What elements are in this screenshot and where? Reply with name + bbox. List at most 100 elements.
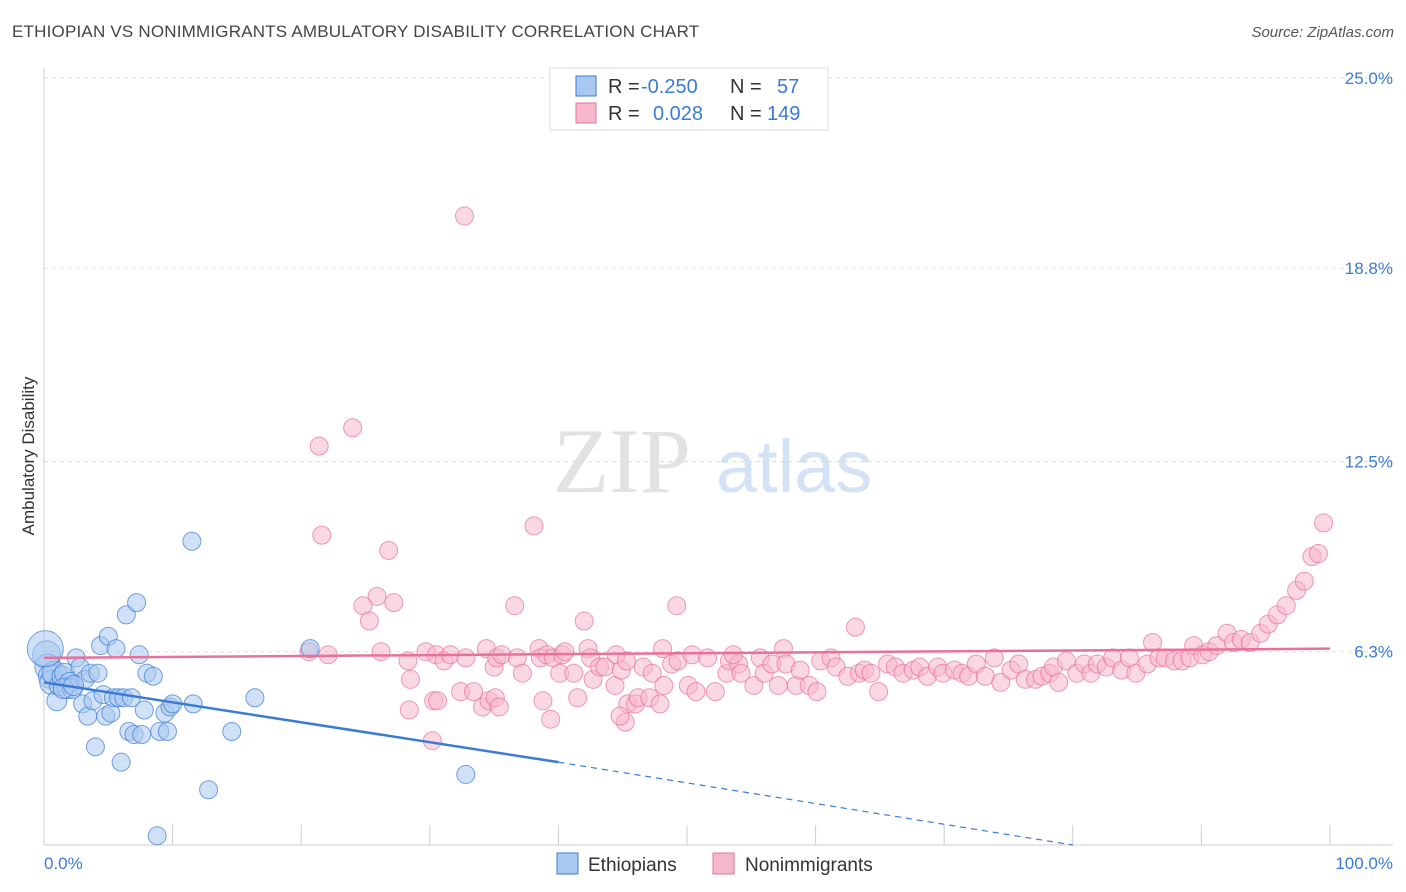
bottom-legend-swatch-nonimmigrants — [712, 852, 735, 875]
nonimmigrants-point — [790, 660, 810, 680]
nonimmigrants-point — [731, 663, 751, 683]
source-label: Source: ZipAtlas.com — [1251, 24, 1394, 41]
ethiopians-point — [300, 639, 320, 659]
bottom-legend-nonimmigrants: Nonimmigrants — [745, 855, 873, 876]
ethiopians-point — [116, 605, 136, 625]
nonimmigrants-point — [682, 645, 702, 665]
nonimmigrants-point — [991, 672, 1011, 692]
nonimmigrants-point — [650, 694, 670, 714]
nonimmigrants-point — [686, 682, 706, 702]
nonimmigrants-point — [1294, 571, 1314, 591]
nonimmigrants-point — [564, 663, 584, 683]
nonimmigrants-point — [384, 593, 404, 613]
bottom-legend-swatch-ethiopians — [556, 852, 579, 875]
ethiopians-point — [143, 666, 163, 686]
nonimmigrants-point — [667, 596, 687, 616]
nonimmigrants-point — [574, 611, 594, 631]
watermark-atlas: atlas — [716, 425, 872, 508]
nonimmigrants-point — [312, 525, 332, 545]
nonimmigrants-point — [869, 682, 889, 702]
nonimmigrants-point — [768, 675, 788, 695]
nonimmigrants-point — [568, 688, 588, 708]
ethiopians-point — [245, 688, 265, 708]
nonimmigrants-point — [309, 436, 329, 456]
nonimmigrants-point — [861, 663, 881, 683]
y-tick-label: 12.5% — [1345, 453, 1393, 472]
nonimmigrants-point — [845, 617, 865, 637]
ethiopians-point — [222, 721, 242, 741]
ethiopians-point — [111, 752, 131, 772]
bottom-legend-ethiopians: Ethiopians — [588, 855, 677, 876]
x-tick-label-max: 100.0% — [1335, 854, 1393, 873]
nonimmigrants-point — [524, 516, 544, 536]
nonimmigrants-point — [456, 648, 476, 668]
nonimmigrants-point — [399, 700, 419, 720]
nonimmigrants-point — [489, 697, 509, 717]
nonimmigrants-point — [555, 642, 575, 662]
nonimmigrants-point — [723, 645, 743, 665]
legend-n-value: 57 — [777, 76, 799, 98]
nonimmigrants-point — [359, 611, 379, 631]
nonimmigrants-point — [512, 663, 532, 683]
x-tick-label-min: 0.0% — [44, 854, 83, 873]
ethiopians-series — [26, 531, 476, 846]
ethiopians-point — [85, 737, 105, 757]
nonimmigrants-point — [371, 642, 391, 662]
legend-n-value: 149 — [767, 103, 800, 125]
nonimmigrants-point — [610, 706, 630, 726]
ethiopians-point — [134, 700, 154, 720]
nonimmigrants-point — [653, 639, 673, 659]
ethiopians-trend-line — [43, 681, 559, 764]
ethiopians-point — [106, 639, 126, 659]
nonimmigrants-point — [1314, 513, 1334, 533]
ethiopians-point — [88, 663, 108, 683]
nonimmigrants-point — [505, 596, 525, 616]
ethiopians-point — [127, 593, 147, 613]
bottom-legend: Ethiopians Nonimmigrants — [556, 852, 873, 876]
legend-swatch-pink — [575, 102, 597, 124]
nonimmigrants-point — [401, 669, 421, 689]
ethiopians-point — [147, 826, 167, 846]
ethiopians-point — [456, 764, 476, 784]
nonimmigrants-point — [541, 709, 561, 729]
nonimmigrants-trend-line — [43, 647, 1331, 660]
chart-title: ETHIOPIAN VS NONIMMIGRANTS AMBULATORY DI… — [12, 22, 700, 41]
nonimmigrants-point — [705, 682, 725, 702]
y-tick-label: 25.0% — [1345, 69, 1393, 88]
ethiopians-point — [199, 780, 219, 800]
nonimmigrants-series — [299, 206, 1334, 751]
ethiopians-trend-extension — [558, 761, 1073, 846]
nonimmigrants-point — [654, 675, 674, 695]
y-tick-label: 18.8% — [1345, 259, 1393, 278]
ethiopians-point — [182, 531, 202, 551]
nonimmigrants-point — [617, 651, 637, 671]
nonimmigrants-point — [1049, 672, 1069, 692]
legend-swatch-blue — [575, 75, 597, 97]
ethiopians-point — [132, 725, 152, 745]
nonimmigrants-point — [464, 682, 484, 702]
legend-r-value: -0.250 — [641, 76, 698, 98]
nonimmigrants-point — [455, 206, 475, 226]
ethiopians-point — [129, 645, 149, 665]
axes — [43, 68, 1393, 846]
nonimmigrants-point — [807, 682, 827, 702]
nonimmigrants-point — [642, 663, 662, 683]
nonimmigrants-point — [428, 691, 448, 711]
nonimmigrants-point — [698, 648, 718, 668]
nonimmigrants-point — [984, 648, 1004, 668]
y-tick-label: 6.3% — [1354, 643, 1393, 662]
trend-lines — [43, 647, 1331, 846]
nonimmigrants-point — [1056, 651, 1076, 671]
grid-lines — [44, 77, 1393, 653]
legend-r-label: R = — [608, 76, 640, 98]
nonimmigrants-point — [343, 418, 363, 438]
nonimmigrants-point — [367, 586, 387, 606]
nonimmigrants-point — [1276, 596, 1296, 616]
nonimmigrants-point — [379, 540, 399, 560]
nonimmigrants-point — [533, 691, 553, 711]
legend-n-label: N = — [730, 103, 762, 125]
ethiopians-point — [26, 630, 64, 668]
y-tick-labels: 6.3% 12.5% 18.8% 25.0% — [1345, 69, 1393, 662]
nonimmigrants-point — [744, 675, 764, 695]
